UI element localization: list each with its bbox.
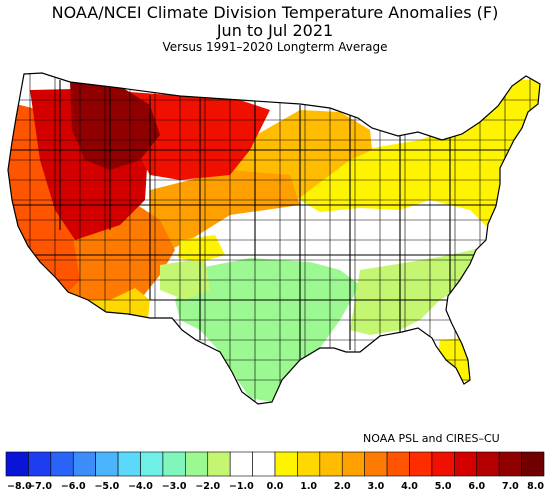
map-subtitle: Versus 1991–2020 Longterm Average — [162, 40, 388, 54]
legend-bin — [252, 451, 276, 477]
legend-tick-label: −8.0 — [7, 481, 32, 492]
legend-tick-label: 2.0 — [334, 481, 351, 492]
legend-bin — [476, 451, 500, 477]
color-legend: −8.0−7.0 −6.0 −5.0 −4.0 −3.0 −2.0 −1.0 0.0 1.0 2.… — [5, 451, 545, 492]
legend-bin — [117, 451, 141, 477]
legend-bin — [140, 451, 164, 477]
legend-tick-label: −6.0 — [61, 481, 86, 492]
legend-bin — [319, 451, 343, 477]
legend-tick-label: −5.0 — [94, 481, 119, 492]
legend-bin — [95, 451, 119, 477]
legend-bin — [454, 451, 478, 477]
legend-bin — [431, 451, 455, 477]
legend-bin — [185, 451, 209, 477]
legend-bin — [409, 451, 433, 477]
state-boundaries — [8, 80, 540, 360]
legend-bin — [521, 451, 545, 477]
region-arizona-yellow — [88, 288, 150, 318]
legend-bin — [364, 451, 388, 477]
legend-tick-label: 8.0 — [527, 481, 544, 492]
anomaly-map — [7, 72, 541, 405]
legend-bin — [5, 451, 29, 477]
region-south-central — [175, 258, 360, 402]
legend-tick-label: 6.0 — [468, 481, 485, 492]
region-northern-rockies — [70, 82, 160, 170]
legend-tick-label: −4.0 — [128, 481, 153, 492]
region-southeast — [350, 248, 480, 335]
legend-tick-label: −7.0 — [27, 481, 52, 492]
legend-tick-label: 1.0 — [300, 481, 317, 492]
region-central-plains — [150, 170, 300, 250]
map-title: NOAA/NCEI Climate Division Temperature A… — [51, 3, 499, 22]
map-period: Jun to Jul 2021 — [216, 21, 334, 40]
legend-tick-label: 5.0 — [435, 481, 452, 492]
legend-tick-label: 7.0 — [502, 481, 519, 492]
legend-bin — [50, 451, 74, 477]
legend-bin — [162, 451, 186, 477]
region-texas-panhandle — [160, 258, 210, 300]
us-outline — [7, 72, 541, 405]
legend-bin — [498, 451, 522, 477]
legend-bin — [28, 451, 52, 477]
legend-tick-label: −3.0 — [162, 481, 187, 492]
legend-bin — [297, 451, 321, 477]
legend-bin — [386, 451, 410, 477]
legend-tick-label: 0.0 — [267, 481, 284, 492]
legend-tick-label: −1.0 — [229, 481, 254, 492]
legend-tick-label: −2.0 — [195, 481, 220, 492]
legend-bin — [341, 451, 365, 477]
legend-bin — [72, 451, 96, 477]
legend-bin — [274, 451, 298, 477]
legend-bin — [207, 451, 231, 477]
legend-bin — [229, 451, 253, 477]
legend-tick-label: 4.0 — [401, 481, 418, 492]
legend-tick-label: 3.0 — [367, 481, 384, 492]
data-credit: NOAA PSL and CIRES–CU — [363, 432, 500, 445]
